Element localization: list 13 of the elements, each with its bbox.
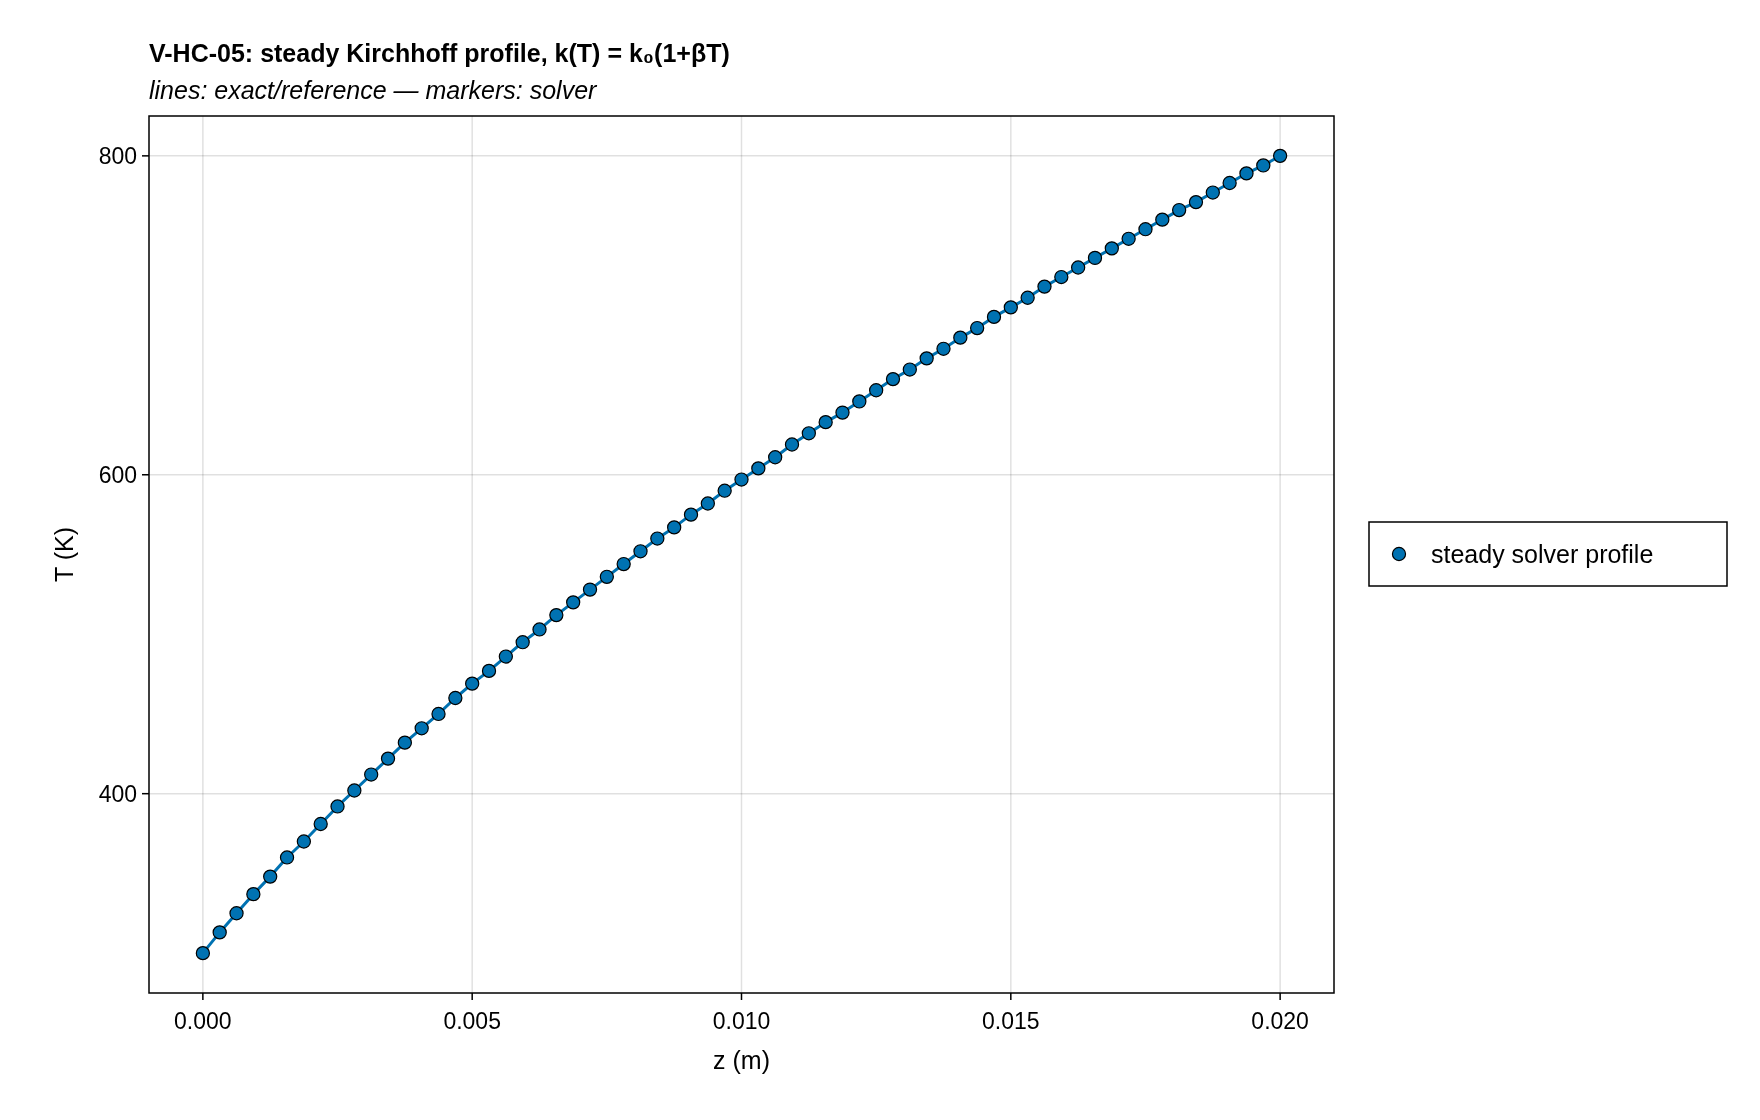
- x-tick-label: 0.000: [174, 1008, 232, 1034]
- y-tick-label: 600: [98, 461, 137, 488]
- x-tick-label: 0.015: [982, 1008, 1040, 1034]
- x-tick-label: 0.010: [712, 1008, 771, 1034]
- y-tick-label: 800: [98, 142, 137, 169]
- chart-subtitle: lines: exact/reference — markers: solver: [149, 76, 599, 104]
- x-tick-label: 0.005: [443, 1008, 501, 1034]
- x-axis-title: z (m): [713, 1046, 770, 1074]
- y-axis-title: T (K): [50, 526, 78, 583]
- chart-title: V-HC-05: steady Kirchhoff profile, k(T) = k₀(1+βT): [149, 39, 730, 67]
- x-tick-label: 0.020: [1251, 1008, 1309, 1034]
- legend-label: steady solver profile: [1431, 539, 1654, 568]
- y-tick-label: 400: [98, 780, 137, 807]
